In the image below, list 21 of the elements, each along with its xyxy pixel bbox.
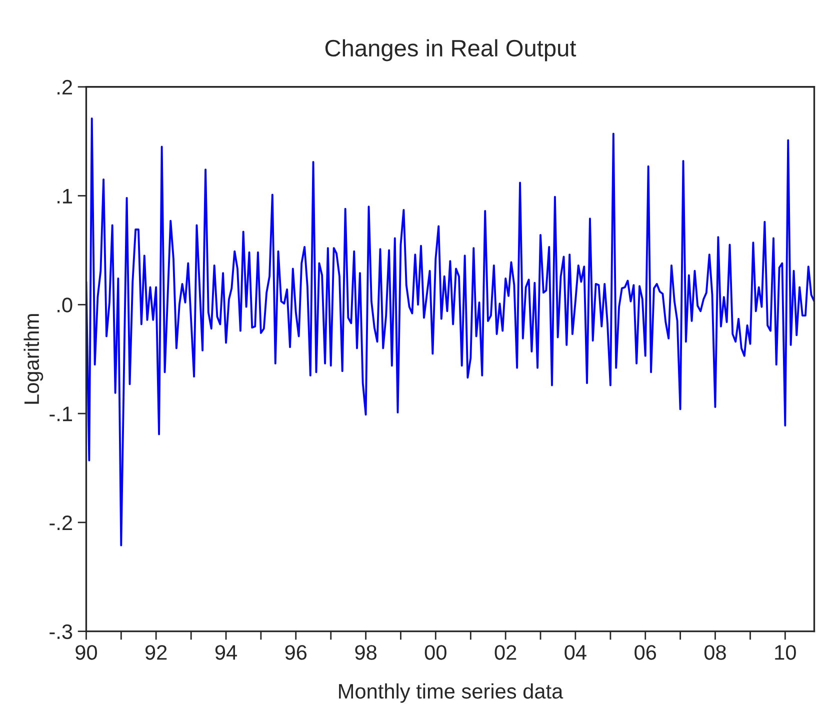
y-axis-title: Logarithm bbox=[24, 314, 44, 404]
y-tick-label: .2 bbox=[58, 80, 72, 94]
x-tick-label: 98 bbox=[355, 645, 376, 660]
y-tick-label: -.2 bbox=[50, 515, 72, 530]
x-tick-label: 06 bbox=[634, 645, 656, 660]
x-tick-label: 94 bbox=[215, 645, 237, 660]
chart-title: Changes in Real Output bbox=[325, 39, 576, 62]
y-tick-label: -.3 bbox=[50, 624, 72, 640]
x-tick-label: 02 bbox=[494, 645, 516, 660]
line-series bbox=[86, 117, 814, 546]
x-tick-label: 96 bbox=[285, 645, 307, 660]
x-tick-label: 04 bbox=[564, 645, 586, 660]
x-tick-label: 92 bbox=[145, 645, 167, 660]
y-tick-label: .1 bbox=[58, 188, 72, 204]
x-tick-label: 00 bbox=[424, 645, 446, 660]
x-axis-title: Monthly time series data bbox=[339, 683, 564, 703]
x-tick-label: 08 bbox=[704, 645, 726, 660]
x-tick-label: 10 bbox=[775, 645, 796, 660]
y-tick-label: .0 bbox=[58, 298, 72, 312]
x-tick-label: 90 bbox=[76, 645, 97, 660]
y-tick-label: -.1 bbox=[50, 406, 72, 422]
